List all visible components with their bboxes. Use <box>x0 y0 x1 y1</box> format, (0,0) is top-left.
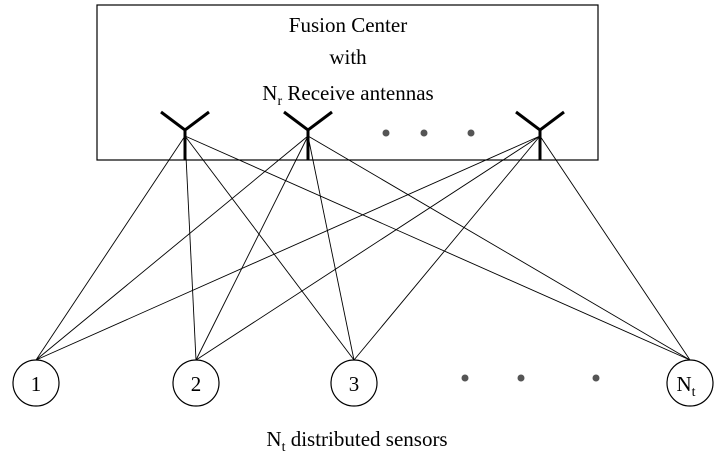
antenna <box>160 110 210 160</box>
link <box>35 135 186 361</box>
sensor-node <box>12 359 60 407</box>
sensor-label: 1 <box>31 372 42 396</box>
link <box>307 135 355 361</box>
sensor-node <box>330 359 378 407</box>
dot <box>382 129 390 137</box>
dot <box>592 374 600 382</box>
caption: Nt distributed sensors <box>266 427 447 455</box>
antenna <box>515 110 565 160</box>
sensor-label-main: 1 <box>31 372 42 396</box>
antenna-dots <box>382 129 475 137</box>
antenna-label: Nr Receive antennas <box>262 81 433 109</box>
caption-main: N <box>266 427 281 451</box>
dot <box>420 129 428 137</box>
antennas <box>160 110 565 160</box>
link <box>184 135 197 361</box>
sensors: 1 2 3 Nt <box>12 359 714 407</box>
caption-rest: distributed sensors <box>285 427 447 451</box>
link <box>195 135 309 361</box>
dot <box>467 129 475 137</box>
antenna <box>283 110 333 160</box>
fusion-title: Fusion Center <box>289 13 407 37</box>
sensor-label-main: N <box>676 372 691 396</box>
links <box>35 135 691 361</box>
sensor-label: Nt <box>676 372 695 400</box>
link <box>35 135 541 361</box>
sensor-node <box>666 359 714 407</box>
sensor-dots <box>461 374 600 382</box>
link <box>184 135 355 361</box>
antenna-label-main: N <box>262 81 277 105</box>
link <box>35 135 309 361</box>
antenna-label-sub: r <box>277 94 282 109</box>
link <box>195 135 541 361</box>
sensor-label-main: 2 <box>191 372 202 396</box>
dot <box>461 374 469 382</box>
antenna-label-rest: Receive antennas <box>282 81 434 105</box>
sensor-label: 2 <box>191 372 202 396</box>
dot <box>517 374 525 382</box>
sensor-label-sub: t <box>692 385 696 400</box>
sensor-node <box>172 359 220 407</box>
sensor-label: 3 <box>349 372 360 396</box>
fusion-with: with <box>329 45 367 69</box>
link <box>353 135 541 361</box>
caption-sub: t <box>282 440 286 455</box>
sensor-label-main: 3 <box>349 372 360 396</box>
fusion-center-box <box>96 4 599 161</box>
link <box>184 135 691 361</box>
link <box>307 135 691 361</box>
link <box>539 135 691 361</box>
